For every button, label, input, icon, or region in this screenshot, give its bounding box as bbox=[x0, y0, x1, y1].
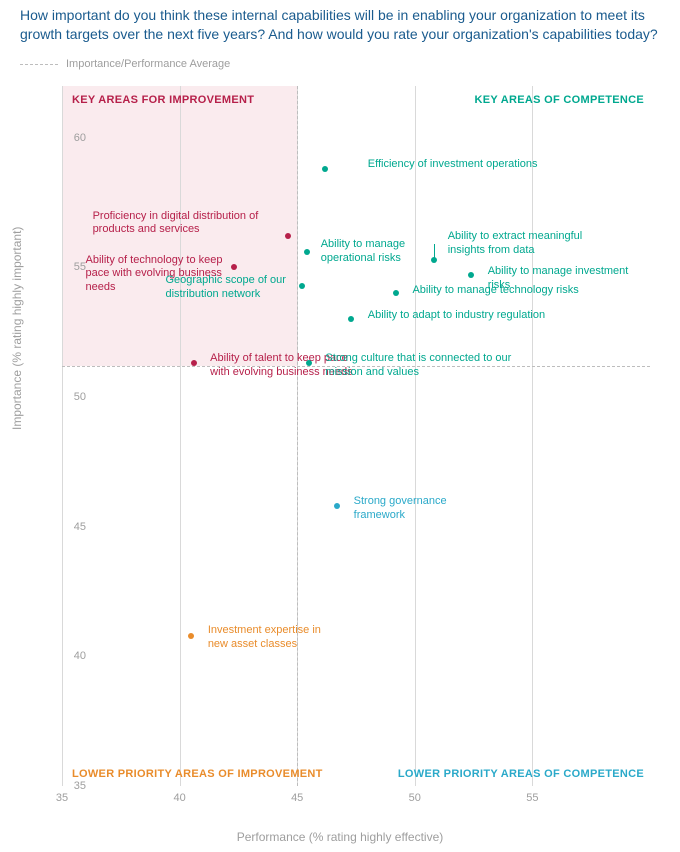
gridline-v bbox=[415, 86, 416, 786]
data-point bbox=[188, 633, 194, 639]
data-label: Ability to extract meaningful insights f… bbox=[448, 230, 618, 258]
zone-label: LOWER PRIORITY AREAS OF COMPETENCE bbox=[398, 768, 644, 780]
y-tick: 50 bbox=[56, 391, 86, 403]
data-label: Proficiency in digital distribution of p… bbox=[93, 210, 293, 238]
zone-label: KEY AREAS FOR IMPROVEMENT bbox=[72, 94, 254, 106]
data-point bbox=[393, 290, 399, 296]
y-tick: 40 bbox=[56, 650, 86, 662]
data-label: Strong governance framework bbox=[354, 495, 474, 523]
zone-label: KEY AREAS OF COMPETENCE bbox=[475, 94, 644, 106]
x-tick: 50 bbox=[400, 792, 430, 804]
data-point bbox=[304, 249, 310, 255]
y-tick: 45 bbox=[56, 521, 86, 533]
data-label: Strong culture that is connected to our … bbox=[325, 352, 525, 380]
x-tick: 40 bbox=[165, 792, 195, 804]
plot-area: KEY AREAS FOR IMPROVEMENT KEY AREAS OF CO… bbox=[62, 86, 650, 786]
gridline-v bbox=[180, 86, 181, 786]
chart-container: How important do you think these interna… bbox=[0, 0, 680, 852]
data-label: Geographic scope of our distribution net… bbox=[165, 274, 300, 302]
leader-line bbox=[434, 244, 435, 260]
data-label: Investment expertise in new asset classe… bbox=[208, 624, 338, 652]
legend-dash-icon bbox=[20, 64, 58, 65]
y-axis-label: Importance (% rating highly important) bbox=[10, 227, 24, 430]
data-point bbox=[191, 360, 197, 366]
data-point bbox=[322, 166, 328, 172]
data-point bbox=[334, 503, 340, 509]
chart-title: How important do you think these interna… bbox=[20, 6, 660, 44]
data-point bbox=[348, 316, 354, 322]
avg-line-v bbox=[297, 86, 298, 786]
data-point bbox=[468, 272, 474, 278]
gridline-v bbox=[532, 86, 533, 786]
data-label: Ability to manage operational risks bbox=[321, 238, 431, 266]
y-tick: 55 bbox=[56, 261, 86, 273]
data-label: Ability to manage technology risks bbox=[412, 284, 578, 298]
zone-label: LOWER PRIORITY AREAS OF IMPROVEMENT bbox=[72, 768, 323, 780]
x-tick: 35 bbox=[47, 792, 77, 804]
data-label: Ability to adapt to industry regulation bbox=[368, 309, 545, 323]
y-tick: 35 bbox=[56, 780, 86, 792]
x-axis-label: Performance (% rating highly effective) bbox=[0, 830, 680, 844]
data-point bbox=[306, 360, 312, 366]
gridline-v bbox=[62, 86, 63, 786]
x-tick: 55 bbox=[517, 792, 547, 804]
y-tick: 60 bbox=[56, 132, 86, 144]
legend: Importance/Performance Average bbox=[20, 58, 230, 70]
legend-label: Importance/Performance Average bbox=[66, 58, 230, 70]
x-tick: 45 bbox=[282, 792, 312, 804]
data-label: Efficiency of investment operations bbox=[368, 158, 538, 172]
